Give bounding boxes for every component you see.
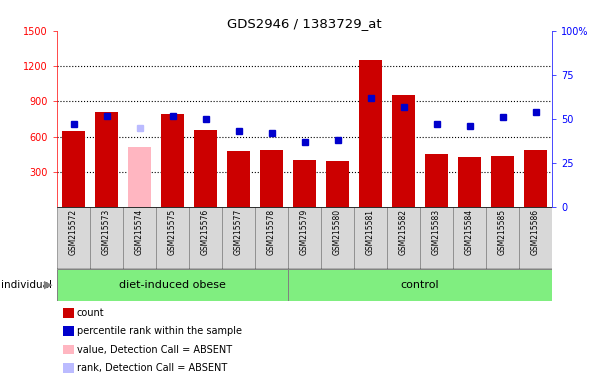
Bar xyxy=(524,150,547,207)
Text: GSM215579: GSM215579 xyxy=(300,209,309,255)
Bar xyxy=(194,130,217,207)
Text: GSM215580: GSM215580 xyxy=(333,209,342,255)
Text: GSM215581: GSM215581 xyxy=(366,209,375,255)
Bar xyxy=(288,269,552,301)
Text: GSM215576: GSM215576 xyxy=(201,209,210,255)
Bar xyxy=(321,207,354,269)
Text: GSM215575: GSM215575 xyxy=(168,209,177,255)
Text: control: control xyxy=(401,280,439,290)
Bar xyxy=(95,112,118,207)
Bar xyxy=(260,150,283,207)
Text: individual: individual xyxy=(1,280,52,290)
Text: GSM215584: GSM215584 xyxy=(465,209,474,255)
Bar xyxy=(90,207,123,269)
Text: GSM215574: GSM215574 xyxy=(135,209,144,255)
Bar xyxy=(425,154,448,207)
Bar xyxy=(453,207,486,269)
Text: GSM215582: GSM215582 xyxy=(399,209,408,255)
Bar xyxy=(255,207,288,269)
Text: percentile rank within the sample: percentile rank within the sample xyxy=(77,326,242,336)
Text: GSM215572: GSM215572 xyxy=(69,209,78,255)
Bar xyxy=(293,160,316,207)
Bar xyxy=(62,131,85,207)
Text: GSM215586: GSM215586 xyxy=(531,209,540,255)
Text: rank, Detection Call = ABSENT: rank, Detection Call = ABSENT xyxy=(77,363,227,373)
Text: count: count xyxy=(77,308,104,318)
Bar xyxy=(161,114,184,207)
Bar xyxy=(288,207,321,269)
Bar xyxy=(491,156,514,207)
Bar xyxy=(57,207,90,269)
Bar xyxy=(123,207,156,269)
Bar xyxy=(359,60,382,207)
Text: diet-induced obese: diet-induced obese xyxy=(119,280,226,290)
Text: ▶: ▶ xyxy=(44,280,53,290)
Bar xyxy=(326,161,349,207)
Bar xyxy=(519,207,552,269)
Text: GSM215585: GSM215585 xyxy=(498,209,507,255)
Bar xyxy=(189,207,222,269)
Bar xyxy=(222,207,255,269)
Bar xyxy=(458,157,481,207)
Text: GSM215583: GSM215583 xyxy=(432,209,441,255)
Title: GDS2946 / 1383729_at: GDS2946 / 1383729_at xyxy=(227,17,382,30)
Bar xyxy=(57,269,288,301)
Text: GSM215573: GSM215573 xyxy=(102,209,111,255)
Text: GSM215578: GSM215578 xyxy=(267,209,276,255)
Text: value, Detection Call = ABSENT: value, Detection Call = ABSENT xyxy=(77,345,232,355)
Bar xyxy=(486,207,519,269)
Bar xyxy=(156,207,189,269)
Bar xyxy=(392,96,415,207)
Bar xyxy=(387,207,420,269)
Bar xyxy=(128,147,151,207)
Text: GSM215577: GSM215577 xyxy=(234,209,243,255)
Bar xyxy=(354,207,387,269)
Bar xyxy=(420,207,453,269)
Bar xyxy=(227,151,250,207)
